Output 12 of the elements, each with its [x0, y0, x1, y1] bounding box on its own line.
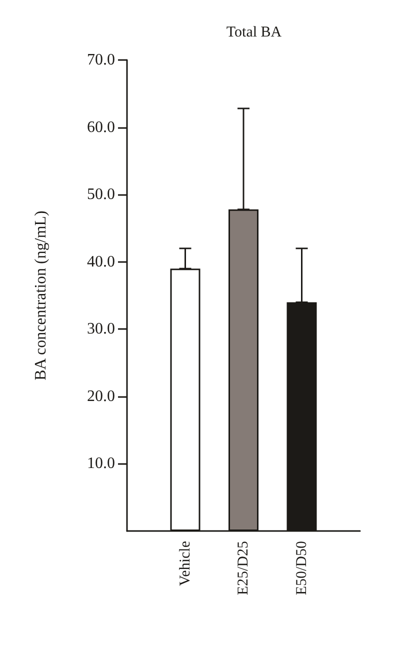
y-tick-label: 10.0: [87, 455, 115, 472]
y-tick-label: 70.0: [87, 52, 115, 68]
y-tick-label: 30.0: [87, 320, 115, 338]
y-tick-label: 20.0: [87, 388, 115, 405]
y-tick-label: 60.0: [87, 118, 115, 136]
x-tick-label: E50/D50: [294, 541, 310, 596]
x-tick-label: E25/D25: [236, 541, 252, 596]
y-tick-label: 40.0: [87, 253, 115, 270]
chart-title: Total BA: [226, 24, 282, 40]
y-axis-title: BA concentration (ng/mL): [32, 210, 50, 380]
y-tick-label: 50.0: [87, 186, 115, 204]
x-tick-label: Vehicle: [177, 540, 194, 586]
